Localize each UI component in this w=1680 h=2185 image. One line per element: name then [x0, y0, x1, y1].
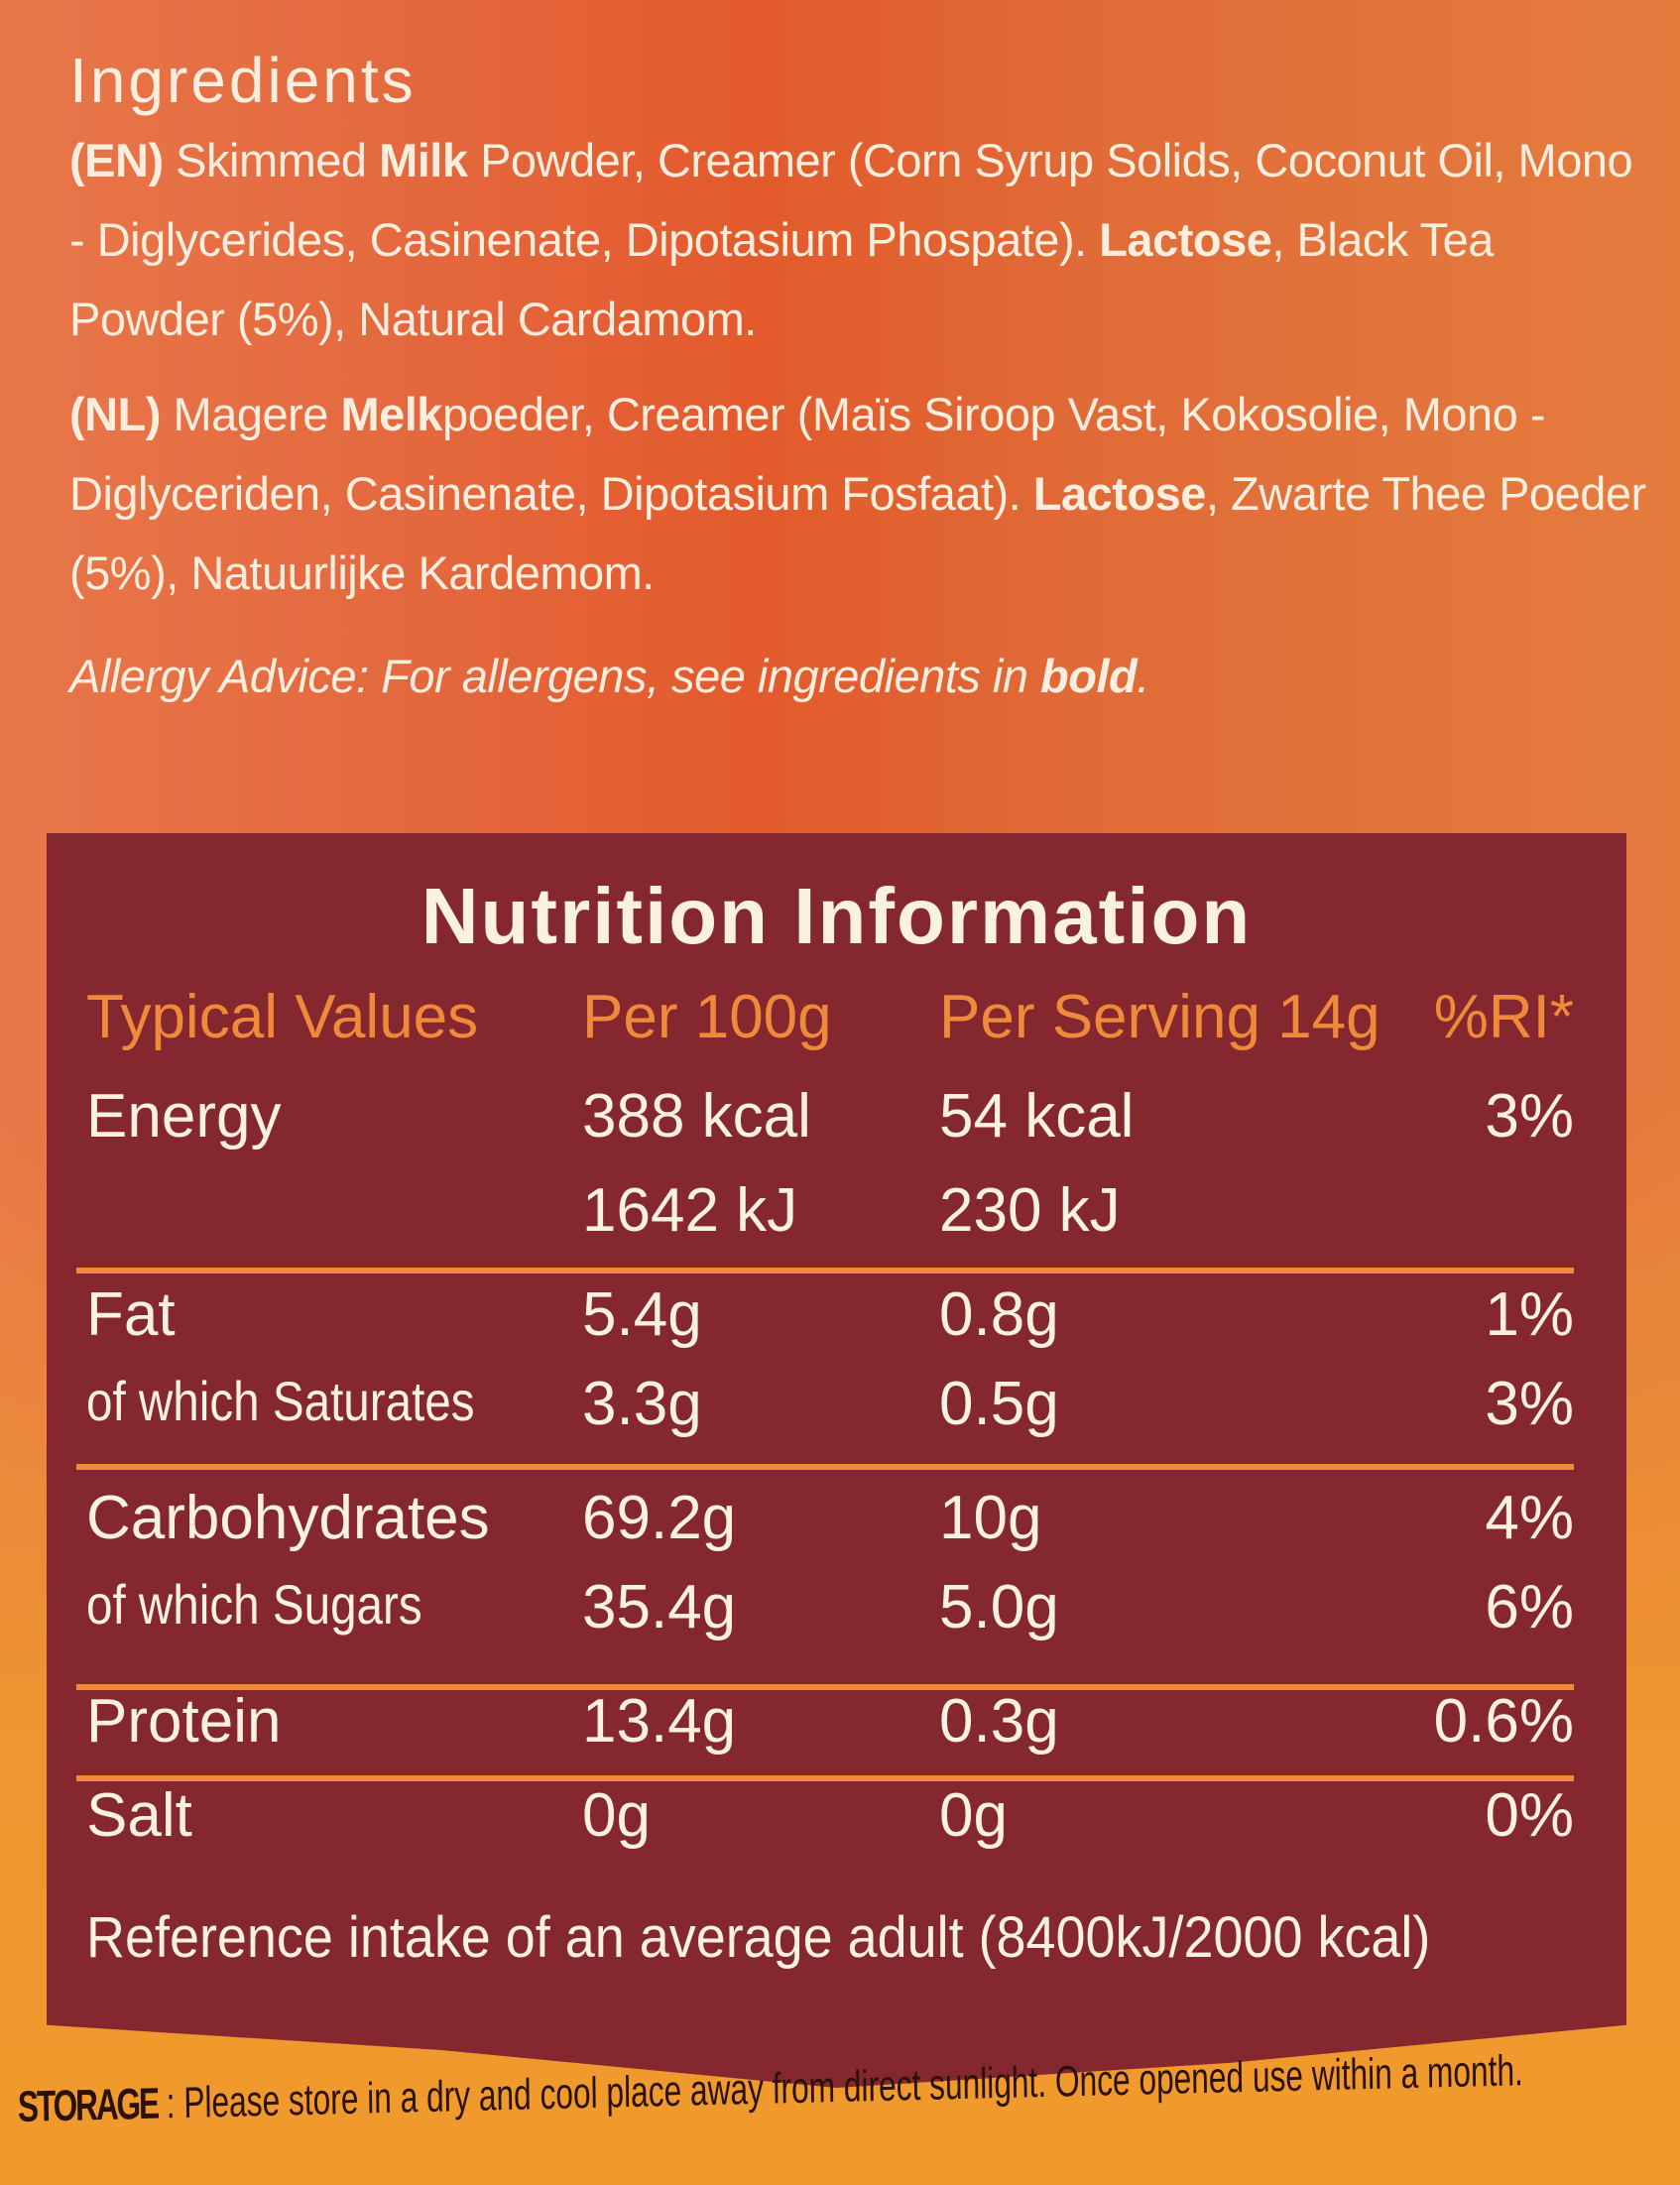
row-ri: 3%: [1485, 1082, 1574, 1151]
row-per-100g: 3.3g: [582, 1370, 702, 1438]
row-per-serving: 0.8g: [939, 1280, 1059, 1349]
row-label: Energy: [86, 1082, 282, 1151]
text: , Zwarte Thee Poeder (5%), Natuurlijke K…: [69, 467, 1646, 599]
row-ri: 4%: [1485, 1484, 1574, 1552]
storage-label: STORAGE: [17, 2079, 159, 2131]
row-per-100g: 13.4g: [582, 1687, 737, 1756]
lang-en: (EN): [69, 134, 164, 186]
row-ri: 0.6%: [1433, 1687, 1574, 1756]
row-per-serving: 0.3g: [939, 1687, 1059, 1756]
nutrition-panel: Nutrition Information Reference intake o…: [47, 833, 1626, 2088]
allergen: Melk: [340, 388, 442, 440]
row-per-100g: 69.2g: [582, 1484, 737, 1552]
row-per-100g: 0g: [582, 1781, 651, 1850]
nutrition-title: Nutrition Information: [420, 872, 1253, 960]
bold-word: bold: [1040, 650, 1138, 702]
row-per-100g: 35.4g: [582, 1573, 737, 1641]
row-ri: 6%: [1485, 1573, 1574, 1641]
text: Powder, Creamer (Corn Syrup Solids, Coco…: [69, 134, 1633, 266]
row-ri: 1%: [1485, 1280, 1574, 1349]
row-divider: [76, 1775, 1574, 1781]
row-per-serving: 54 kcal: [939, 1082, 1135, 1151]
row-per-serving: 0.5g: [939, 1370, 1059, 1438]
header-per-serving: Per Serving 14g: [939, 983, 1380, 1051]
text: Allergy Advice: For allergens, see ingre…: [69, 650, 1041, 702]
text: .: [1137, 650, 1149, 702]
row-label: Salt: [86, 1781, 192, 1850]
text: Magere: [160, 388, 341, 440]
header-per-100g: Per 100g: [582, 983, 832, 1051]
header-ri: %RI*: [1433, 983, 1574, 1051]
text: Skimmed: [163, 134, 380, 186]
ingredients-en: (EN) Skimmed Milk Powder, Creamer (Corn …: [69, 121, 1656, 359]
allergen: Milk: [379, 134, 468, 186]
row-per-100g: 388 kcal: [582, 1082, 811, 1151]
row-label: Carbohydrates: [86, 1484, 490, 1552]
row-label: Protein: [86, 1687, 282, 1756]
allergen: Lactose: [1099, 213, 1272, 266]
row-ri: 3%: [1485, 1370, 1574, 1438]
row-label: of which Sugars: [86, 1573, 422, 1636]
ingredients-heading: Ingredients: [69, 45, 417, 116]
row-per-serving: 5.0g: [939, 1573, 1059, 1641]
lang-nl: (NL): [69, 388, 161, 440]
row-ri: 0%: [1485, 1781, 1574, 1850]
text: poeder, Creamer (Maïs Siroop Vast, Kokos…: [69, 388, 1546, 520]
reference-intake: Reference intake of an average adult (84…: [86, 1905, 1431, 1970]
row-label: Fat: [86, 1280, 176, 1349]
ingredients-nl: (NL) Magere Melkpoeder, Creamer (Maïs Si…: [69, 375, 1656, 613]
allergy-advice: Allergy Advice: For allergens, see ingre…: [69, 637, 1656, 716]
row-divider: [76, 1268, 1574, 1274]
text: , Black Tea Powder (5%), Natural Cardamo…: [69, 213, 1494, 345]
allergen: Lactose: [1032, 467, 1207, 520]
header-typical-values: Typical Values: [86, 983, 479, 1051]
row-divider: [76, 1684, 1574, 1690]
row-label: of which Saturates: [86, 1370, 475, 1432]
row-per-serving: 10g: [939, 1484, 1042, 1552]
row-per-serving: 230 kJ: [939, 1176, 1121, 1245]
ingredients-section: Ingredients (EN) Skimmed Milk Powder, Cr…: [69, 40, 1656, 732]
row-divider: [76, 1464, 1574, 1470]
row-per-100g: 1642 kJ: [582, 1176, 798, 1245]
row-per-100g: 5.4g: [582, 1280, 702, 1349]
row-per-serving: 0g: [939, 1781, 1008, 1850]
